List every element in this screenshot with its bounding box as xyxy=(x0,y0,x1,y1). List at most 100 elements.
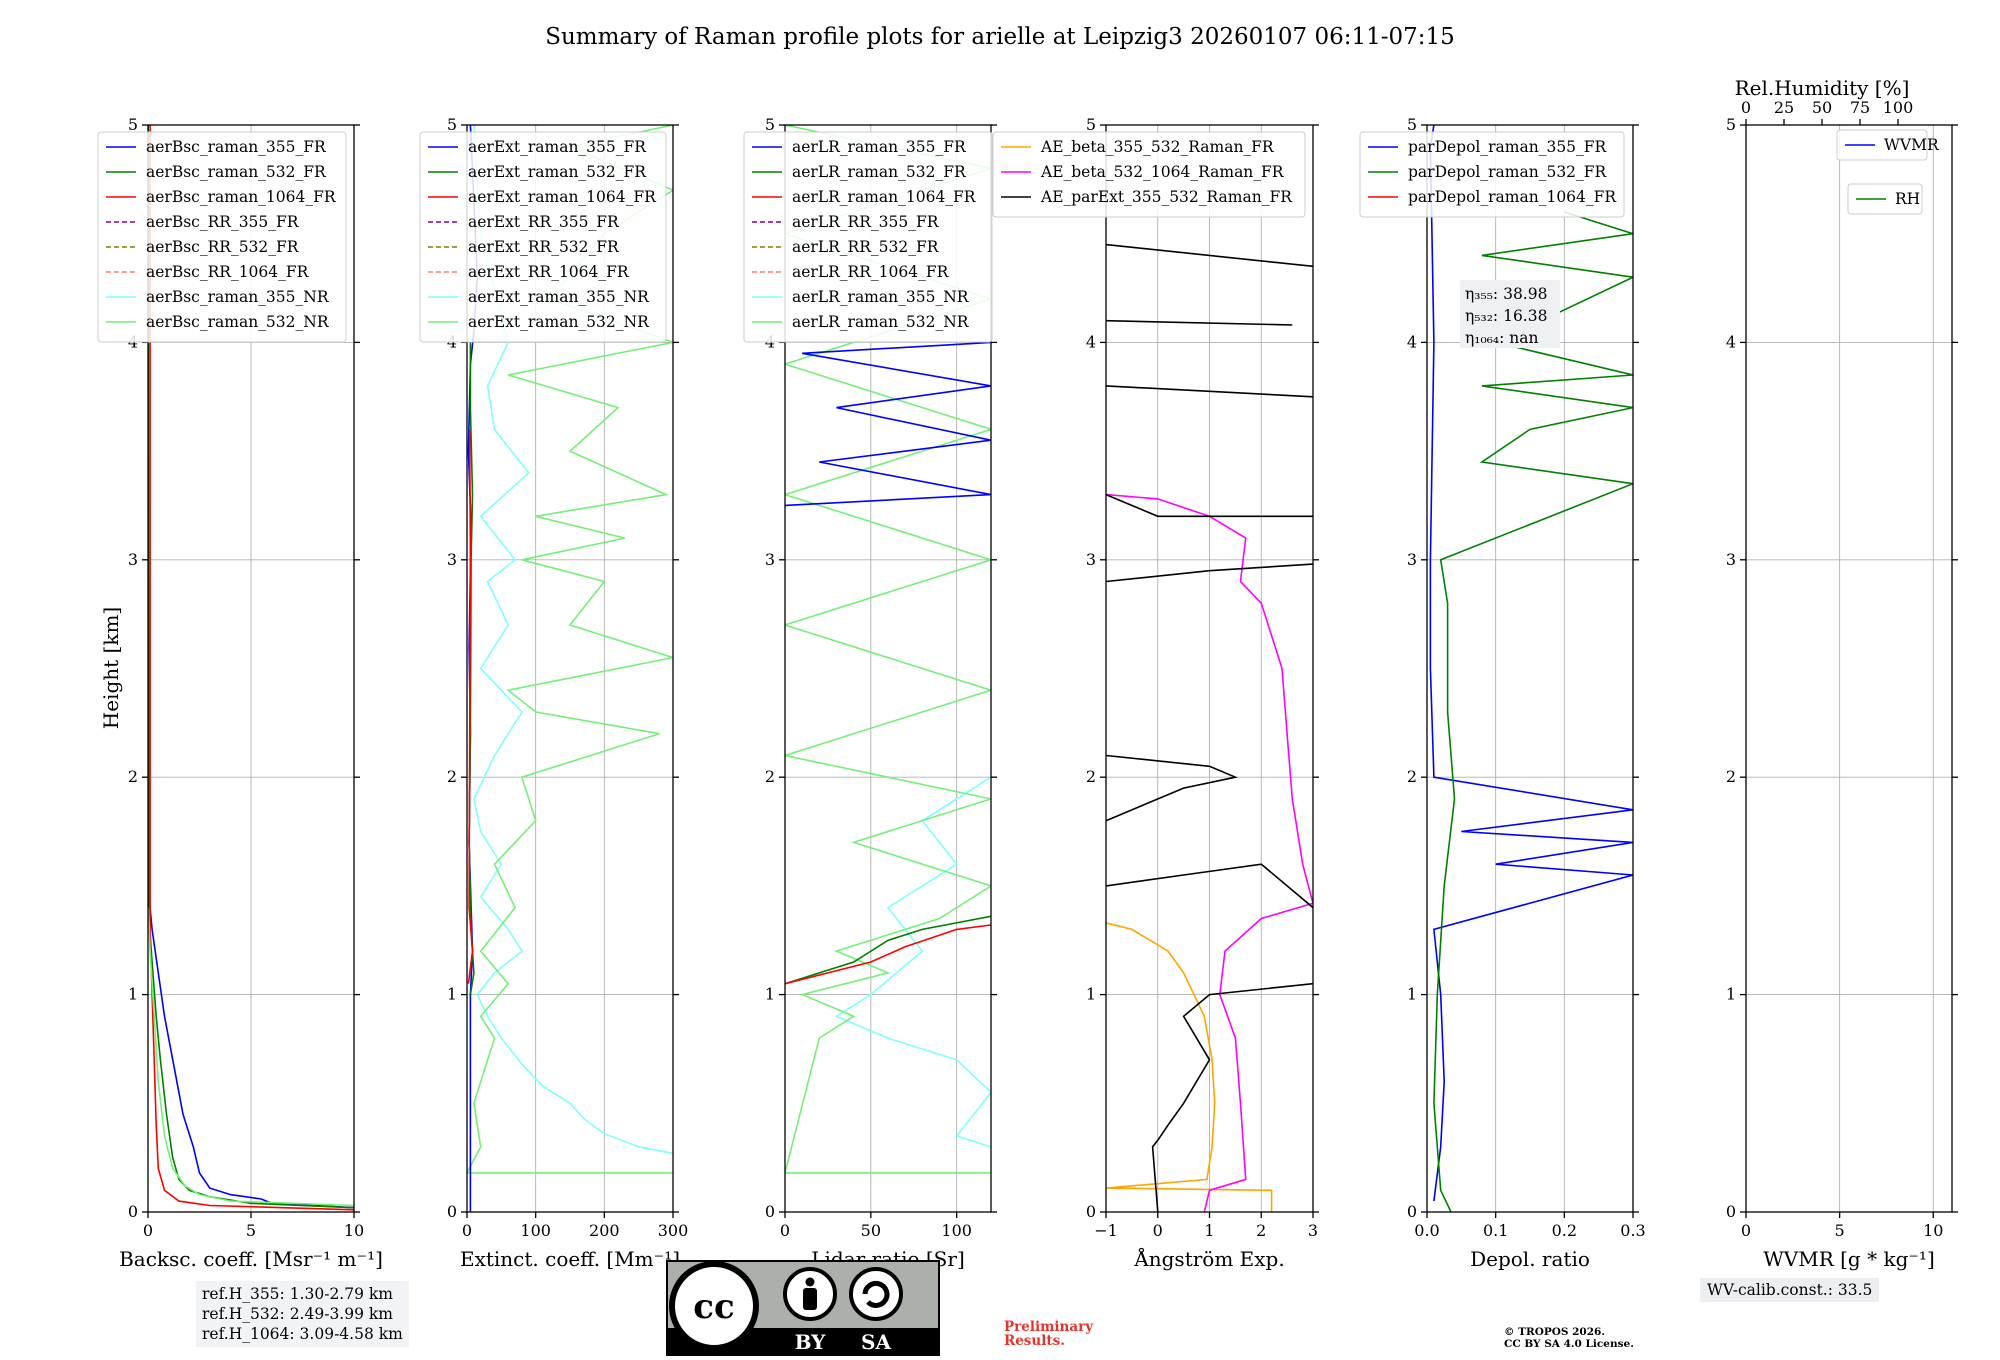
panel-frame xyxy=(466,124,674,1213)
copyright-note: © TROPOS 2026. CC BY SA 4.0 License. xyxy=(1504,1326,1634,1350)
y-tick-label: 2 xyxy=(1086,767,1096,786)
x-axis-label: Depol. ratio xyxy=(1470,1247,1590,1271)
x-tick-label: 300 xyxy=(658,1221,689,1240)
preliminary-line-2: Results. xyxy=(1004,1333,1065,1349)
legend-entry: aerBsc_raman_355_FR xyxy=(146,138,327,156)
legend-entry: aerBsc_raman_532_FR xyxy=(146,163,327,181)
legend-entry: aerLR_raman_532_FR xyxy=(792,163,967,181)
legend-entry: aerLR_RR_355_FR xyxy=(792,213,940,231)
figure-title: Summary of Raman profile plots for ariel… xyxy=(545,24,1455,50)
legend-box xyxy=(992,131,1306,218)
series-line-parDepol_raman_532_FR xyxy=(1433,211,1633,1212)
x-tick-label: 10 xyxy=(1923,1221,1943,1240)
series-line-AE_parExt_355_532_Raman_FR xyxy=(1106,493,1313,518)
x-tick-label: 0 xyxy=(780,1221,790,1240)
x-tick-label: 0.2 xyxy=(1552,1221,1577,1240)
legend-entry: aerLR_raman_355_NR xyxy=(792,288,970,306)
series-line-AE_beta_532_1064_Raman_FR xyxy=(1106,493,1313,1212)
legend-box xyxy=(1836,129,1928,161)
legend-entry: aerLR_raman_355_FR xyxy=(792,138,967,156)
y-tick-label: 2 xyxy=(447,767,457,786)
panel-backscatter: 0510012345Backsc. coeff. [Msr⁻¹ m⁻¹]aerB… xyxy=(97,115,383,1271)
share-arrow-icon xyxy=(862,1280,890,1308)
legend-entry: RH xyxy=(1895,190,1920,208)
y-tick-label: 3 xyxy=(447,550,457,569)
legend-entry: aerBsc_raman_532_NR xyxy=(146,313,330,331)
legend-entry: AE_beta_532_1064_Raman_FR xyxy=(1040,163,1285,181)
legend-entry: aerExt_RR_1064_FR xyxy=(468,263,630,281)
legend-entry: WVMR xyxy=(1884,136,1940,154)
series-line-aerLR_raman_355_NR xyxy=(834,776,991,1148)
legend-lidar-ratio: aerLR_raman_355_FR aerLR_raman_532_FR aerL… xyxy=(743,131,993,343)
x-tick-label: 0.0 xyxy=(1414,1221,1439,1240)
legend-entry: aerLR_RR_1064_FR xyxy=(792,263,950,281)
panels: 0510012345Backsc. coeff. [Msr⁻¹ m⁻¹]aerB… xyxy=(97,76,1958,1271)
top-tick-label: 0 xyxy=(1741,98,1751,117)
y-tick-label: 5 xyxy=(1726,115,1736,134)
top-tick-label: 75 xyxy=(1850,98,1870,117)
y-tick-label: 0 xyxy=(1407,1202,1417,1221)
x-tick-label: −1 xyxy=(1094,1221,1118,1240)
legend-entry: aerBsc_RR_1064_FR xyxy=(146,263,310,281)
depol-annotation-line: η₃₅₅: 38.98 xyxy=(1465,285,1547,303)
y-tick-label: 1 xyxy=(447,985,457,1004)
legend-entry: aerBsc_raman_355_NR xyxy=(146,288,330,306)
legend-extinction: aerExt_raman_355_FR aerExt_raman_532_FRae… xyxy=(419,131,667,343)
x-tick-label: 10 xyxy=(344,1221,364,1240)
y-tick-label: 0 xyxy=(128,1202,138,1221)
series-group-depolarization xyxy=(1429,125,1633,1212)
y-tick-label: 1 xyxy=(128,985,138,1004)
y-tick-label: 0 xyxy=(447,1202,457,1221)
series-line-aerLR_raman_355_FR xyxy=(785,341,991,507)
panel-frame xyxy=(1745,124,1953,1213)
y-tick-label: 1 xyxy=(1086,985,1096,1004)
depol-annotation-line: η₅₃₂: 16.38 xyxy=(1465,307,1547,325)
legend-entry: aerExt_RR_532_FR xyxy=(468,238,620,256)
legend-entry: aerLR_RR_532_FR xyxy=(792,238,940,256)
copyright-line-1: © TROPOS 2026. xyxy=(1504,1326,1606,1338)
legend-entry: aerExt_raman_355_NR xyxy=(468,288,650,306)
series-line-AE_parExt_355_532_Raman_FR xyxy=(1106,863,1313,909)
series-line-AE_parExt_355_532_Raman_FR xyxy=(1106,563,1313,583)
legend-entry: aerExt_raman_1064_FR xyxy=(468,188,657,206)
series-group-backscatter xyxy=(148,125,354,1211)
x-tick-label: 2 xyxy=(1256,1221,1266,1240)
series-line-AE_parExt_355_532_Raman_FR xyxy=(1106,243,1313,268)
series-line-aerExt_raman_355_NR xyxy=(473,125,673,1155)
x-tick-label: 1 xyxy=(1204,1221,1214,1240)
legend-box xyxy=(419,131,667,343)
badge-by-text: BY xyxy=(795,1330,827,1354)
x-tick-label: 3 xyxy=(1308,1221,1318,1240)
series-group-angstrom xyxy=(1106,243,1313,1212)
cc-circle-icon xyxy=(669,1261,759,1351)
legend-entry: aerLR_raman_1064_FR xyxy=(792,188,977,206)
y-axis-label: Height [km] xyxy=(99,607,123,729)
legend-entry: aerExt_raman_532_FR xyxy=(468,163,647,181)
y-tick-label: 3 xyxy=(1726,550,1736,569)
legend-entry: aerBsc_RR_355_FR xyxy=(146,213,300,231)
ref-height-355: ref.H_355: 1.30-2.79 km xyxy=(202,1285,393,1303)
y-tick-label: 1 xyxy=(1726,985,1736,1004)
person-head-icon xyxy=(805,1277,815,1287)
legend-entry: parDepol_raman_1064_FR xyxy=(1408,188,1617,206)
legend-entry: aerBsc_RR_532_FR xyxy=(146,238,300,256)
legend-entry: aerBsc_raman_1064_FR xyxy=(146,188,337,206)
legend-entry: aerExt_RR_355_FR xyxy=(468,213,620,231)
reference-heights-box: ref.H_355: 1.30-2.79 km ref.H_532: 2.49-… xyxy=(196,1281,409,1347)
x-tick-label: 0.1 xyxy=(1483,1221,1508,1240)
y-tick-label: 3 xyxy=(1407,550,1417,569)
y-tick-label: 5 xyxy=(447,115,457,134)
y-tick-label: 4 xyxy=(1726,332,1736,351)
x-axis-label: Backsc. coeff. [Msr⁻¹ m⁻¹] xyxy=(119,1247,383,1271)
series-line-parDepol_raman_355_FR xyxy=(1429,125,1633,1202)
cc-letters: cc xyxy=(693,1287,734,1327)
panel-lidar-ratio: 050100012345Lidar ratio [Sr]aerLR_raman_… xyxy=(743,115,997,1271)
top-axis-label: Rel.Humidity [%] xyxy=(1735,76,1910,100)
y-tick-label: 2 xyxy=(1407,767,1417,786)
series-line-AE_parExt_355_532_Raman_FR xyxy=(1106,385,1313,398)
y-tick-label: 2 xyxy=(765,767,775,786)
y-tick-label: 5 xyxy=(128,115,138,134)
x-tick-label: 100 xyxy=(520,1221,551,1240)
